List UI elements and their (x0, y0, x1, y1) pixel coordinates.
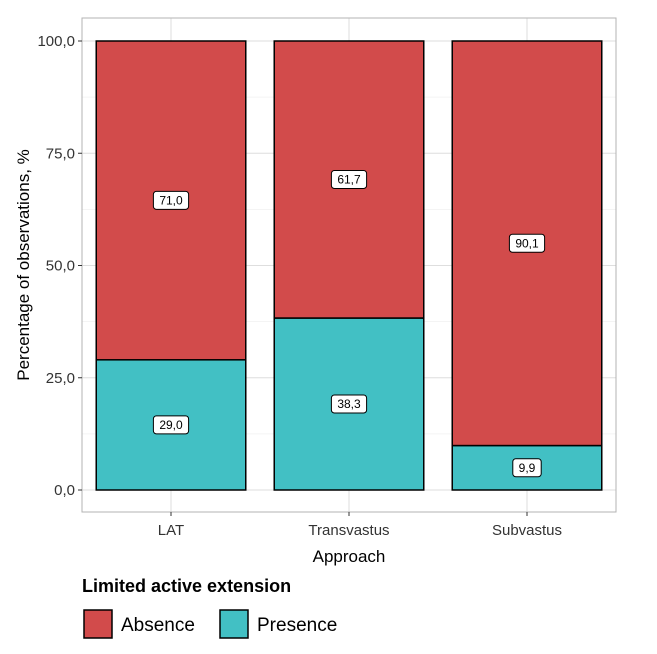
data-label: 71,0 (152, 190, 190, 210)
data-labels: 29,0 71,0 38,3 61,7 9,9 90,1 (152, 170, 546, 478)
data-label-text: 61,7 (337, 173, 361, 187)
legend-label-presence: Presence (257, 615, 337, 636)
data-label-text: 71,0 (159, 193, 183, 207)
data-label: 90,1 (508, 233, 546, 253)
legend-title: Limited active extension (82, 576, 291, 596)
x-tick-label: Transvastus (308, 522, 389, 539)
axes: 0,0 25,0 50,0 75,0 100,0 LAT Transvastus Subvas… (37, 33, 562, 539)
data-label: 38,3 (330, 394, 368, 414)
data-label-box (330, 394, 368, 414)
legend: Limited active extension Absence Presenc… (82, 576, 337, 639)
data-label-box (512, 458, 542, 478)
data-label-box (508, 233, 546, 253)
bars (95, 40, 603, 491)
y-tick-label: 50,0 (46, 258, 75, 275)
y-tick-label: 25,0 (46, 370, 75, 387)
data-label-text: 29,0 (159, 418, 183, 432)
y-tick-label: 0,0 (54, 482, 75, 499)
data-label-text: 9,9 (519, 461, 536, 475)
data-label-box (152, 190, 190, 210)
bar-absence-lat (95, 40, 247, 361)
legend-key-absence (83, 609, 113, 639)
data-label: 29,0 (152, 415, 190, 435)
y-axis-title: Percentage of observations, % (14, 149, 33, 381)
y-tick-label: 75,0 (46, 145, 75, 162)
x-tick-label: Subvastus (492, 522, 562, 539)
data-label: 61,7 (330, 170, 368, 190)
data-label-text: 90,1 (515, 236, 539, 250)
legend-label-absence: Absence (121, 615, 195, 636)
legend-key-presence (219, 609, 249, 639)
data-label-text: 38,3 (337, 397, 361, 411)
data-label-box (152, 415, 190, 435)
data-label: 9,9 (512, 458, 542, 478)
x-axis-title: Approach (313, 547, 386, 566)
y-tick-label: 100,0 (37, 33, 75, 50)
x-tick-label: LAT (158, 522, 184, 539)
data-label-box (330, 170, 368, 190)
